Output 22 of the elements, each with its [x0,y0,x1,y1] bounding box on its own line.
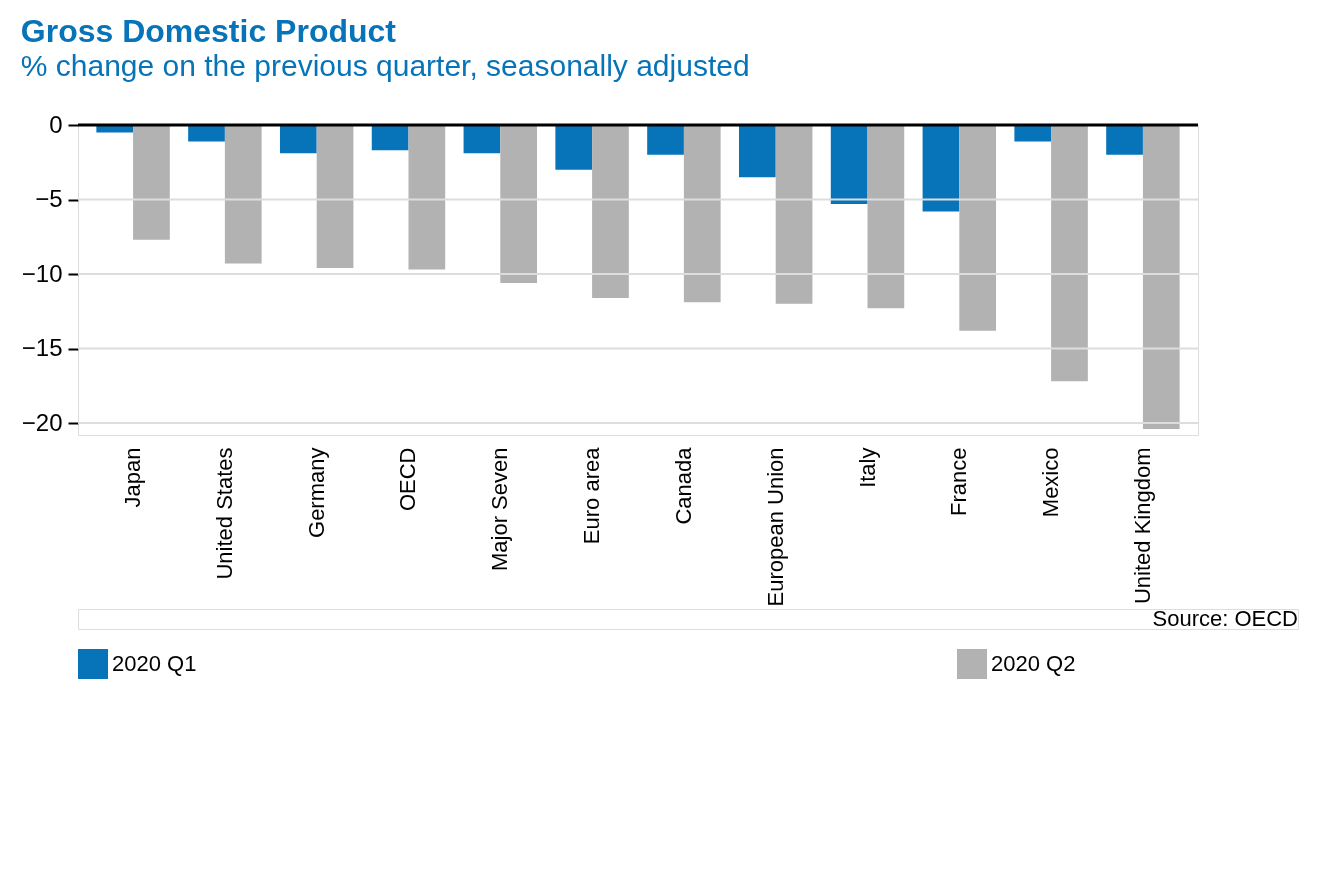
y-tick-label: −10 [21,259,63,287]
x-tick-label: Italy [854,447,880,488]
y-tick-label: 0 [49,110,63,138]
source-note: Source: OECD [1152,606,1298,631]
x-tick-label: Canada [670,446,696,525]
x-tick-label: Mexico [1038,447,1064,518]
y-tick-label: −5 [35,185,63,213]
x-tick-label: Japan [120,447,146,508]
x-tick-label: European Union [762,447,788,607]
x-tick-label: Germany [303,447,329,538]
y-tick-label: −20 [21,408,63,436]
legend-label: 2020 Q1 [112,651,197,676]
x-tick-label: United Kingdom [1129,447,1155,605]
x-tick-label: France [946,447,972,516]
chart-title: Gross Domestic Product [20,12,397,49]
chart-subtitle: % change on the previous quarter, seasonally adjusted [20,48,750,82]
legend-label: 2020 Q2 [991,651,1076,676]
x-tick-label: OECD [395,447,421,512]
x-tick-label: Major Seven [487,447,513,572]
y-tick-label: −15 [21,334,63,362]
x-tick-label: United States [211,447,237,580]
x-tick-label: Euro area [579,446,605,545]
